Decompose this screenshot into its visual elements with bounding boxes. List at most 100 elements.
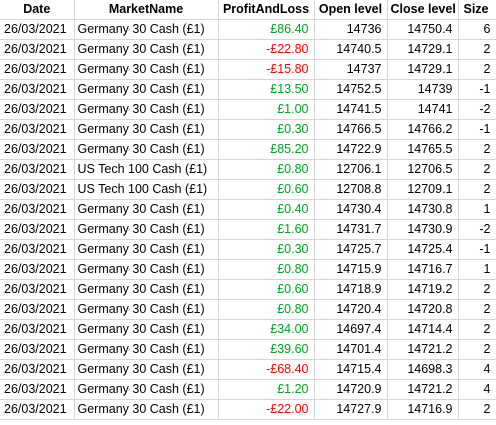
cell-market-name[interactable]: Germany 30 Cash (£1) [74, 339, 219, 360]
cell-date[interactable]: 26/03/2021 [0, 79, 75, 100]
header-date[interactable]: Date [0, 0, 75, 20]
cell-profit-and-loss[interactable]: £85.20 [218, 139, 315, 160]
cell-market-name[interactable]: Germany 30 Cash (£1) [74, 139, 219, 160]
cell-size[interactable]: 2 [458, 179, 496, 200]
cell-profit-and-loss[interactable]: £0.80 [218, 159, 315, 180]
cell-close-level[interactable]: 14716.7 [387, 259, 459, 280]
cell-close-level[interactable]: 14714.4 [387, 319, 459, 340]
cell-size[interactable]: 4 [458, 379, 496, 400]
header-market-name[interactable]: MarketName [74, 0, 219, 20]
cell-size[interactable]: 2 [458, 39, 496, 60]
cell-market-name[interactable]: Germany 30 Cash (£1) [74, 199, 219, 220]
cell-size[interactable]: 2 [458, 299, 496, 320]
cell-size[interactable]: -1 [458, 239, 496, 260]
cell-market-name[interactable]: Germany 30 Cash (£1) [74, 299, 219, 320]
cell-profit-and-loss[interactable]: £1.60 [218, 219, 315, 240]
cell-date[interactable]: 26/03/2021 [0, 359, 75, 380]
cell-date[interactable]: 26/03/2021 [0, 19, 75, 40]
cell-market-name[interactable]: US Tech 100 Cash (£1) [74, 159, 219, 180]
cell-close-level[interactable]: 14716.9 [387, 399, 459, 420]
cell-open-level[interactable]: 12708.8 [314, 179, 388, 200]
cell-open-level[interactable]: 14697.4 [314, 319, 388, 340]
cell-size[interactable]: 1 [458, 259, 496, 280]
cell-open-level[interactable]: 14725.7 [314, 239, 388, 260]
cell-size[interactable]: 2 [458, 159, 496, 180]
cell-profit-and-loss[interactable]: £1.20 [218, 379, 315, 400]
cell-date[interactable]: 26/03/2021 [0, 179, 75, 200]
cell-close-level[interactable]: 14730.8 [387, 199, 459, 220]
cell-open-level[interactable]: 14752.5 [314, 79, 388, 100]
cell-size[interactable]: 2 [458, 319, 496, 340]
cell-open-level[interactable]: 14720.9 [314, 379, 388, 400]
cell-market-name[interactable]: Germany 30 Cash (£1) [74, 19, 219, 40]
cell-close-level[interactable]: 14766.2 [387, 119, 459, 140]
cell-open-level[interactable]: 14766.5 [314, 119, 388, 140]
cell-date[interactable]: 26/03/2021 [0, 139, 75, 160]
cell-open-level[interactable]: 14715.4 [314, 359, 388, 380]
cell-date[interactable]: 26/03/2021 [0, 159, 75, 180]
cell-market-name[interactable]: Germany 30 Cash (£1) [74, 239, 219, 260]
cell-open-level[interactable]: 14715.9 [314, 259, 388, 280]
cell-close-level[interactable]: 14741 [387, 99, 459, 120]
cell-size[interactable]: -2 [458, 219, 496, 240]
cell-date[interactable]: 26/03/2021 [0, 259, 75, 280]
cell-profit-and-loss[interactable]: -£22.80 [218, 39, 315, 60]
cell-close-level[interactable]: 12706.5 [387, 159, 459, 180]
cell-open-level[interactable]: 14741.5 [314, 99, 388, 120]
cell-open-level[interactable]: 14730.4 [314, 199, 388, 220]
cell-market-name[interactable]: Germany 30 Cash (£1) [74, 259, 219, 280]
cell-market-name[interactable]: Germany 30 Cash (£1) [74, 39, 219, 60]
cell-close-level[interactable]: 14739 [387, 79, 459, 100]
cell-open-level[interactable]: 14727.9 [314, 399, 388, 420]
cell-profit-and-loss[interactable]: £0.80 [218, 259, 315, 280]
cell-profit-and-loss[interactable]: £0.60 [218, 179, 315, 200]
cell-market-name[interactable]: Germany 30 Cash (£1) [74, 399, 219, 420]
cell-date[interactable]: 26/03/2021 [0, 299, 75, 320]
cell-profit-and-loss[interactable]: £13.50 [218, 79, 315, 100]
cell-date[interactable]: 26/03/2021 [0, 279, 75, 300]
cell-open-level[interactable]: 14736 [314, 19, 388, 40]
cell-open-level[interactable]: 14701.4 [314, 339, 388, 360]
cell-market-name[interactable]: Germany 30 Cash (£1) [74, 59, 219, 80]
cell-size[interactable]: -1 [458, 119, 496, 140]
cell-close-level[interactable]: 12709.1 [387, 179, 459, 200]
cell-profit-and-loss[interactable]: -£15.80 [218, 59, 315, 80]
cell-close-level[interactable]: 14725.4 [387, 239, 459, 260]
cell-date[interactable]: 26/03/2021 [0, 219, 75, 240]
cell-profit-and-loss[interactable]: £86.40 [218, 19, 315, 40]
cell-profit-and-loss[interactable]: £0.30 [218, 119, 315, 140]
header-open-level[interactable]: Open level [314, 0, 388, 20]
cell-date[interactable]: 26/03/2021 [0, 379, 75, 400]
cell-size[interactable]: 2 [458, 339, 496, 360]
header-size[interactable]: Size [458, 0, 496, 20]
cell-close-level[interactable]: 14720.8 [387, 299, 459, 320]
cell-close-level[interactable]: 14719.2 [387, 279, 459, 300]
cell-size[interactable]: -2 [458, 99, 496, 120]
cell-open-level[interactable]: 14740.5 [314, 39, 388, 60]
cell-profit-and-loss[interactable]: £1.00 [218, 99, 315, 120]
cell-close-level[interactable]: 14721.2 [387, 339, 459, 360]
cell-profit-and-loss[interactable]: £34.00 [218, 319, 315, 340]
cell-date[interactable]: 26/03/2021 [0, 239, 75, 260]
cell-profit-and-loss[interactable]: £0.80 [218, 299, 315, 320]
header-profit-and-loss[interactable]: ProfitAndLoss [218, 0, 315, 20]
cell-date[interactable]: 26/03/2021 [0, 119, 75, 140]
cell-market-name[interactable]: Germany 30 Cash (£1) [74, 319, 219, 340]
cell-open-level[interactable]: 14731.7 [314, 219, 388, 240]
cell-profit-and-loss[interactable]: -£68.40 [218, 359, 315, 380]
cell-market-name[interactable]: Germany 30 Cash (£1) [74, 79, 219, 100]
cell-size[interactable]: 1 [458, 199, 496, 220]
cell-open-level[interactable]: 14718.9 [314, 279, 388, 300]
header-close-level[interactable]: Close level [387, 0, 459, 20]
cell-size[interactable]: 2 [458, 59, 496, 80]
cell-open-level[interactable]: 14722.9 [314, 139, 388, 160]
cell-size[interactable]: 2 [458, 279, 496, 300]
cell-open-level[interactable]: 12706.1 [314, 159, 388, 180]
cell-close-level[interactable]: 14698.3 [387, 359, 459, 380]
cell-open-level[interactable]: 14720.4 [314, 299, 388, 320]
cell-market-name[interactable]: US Tech 100 Cash (£1) [74, 179, 219, 200]
cell-close-level[interactable]: 14721.2 [387, 379, 459, 400]
cell-open-level[interactable]: 14737 [314, 59, 388, 80]
cell-size[interactable]: 2 [458, 399, 496, 420]
cell-market-name[interactable]: Germany 30 Cash (£1) [74, 99, 219, 120]
